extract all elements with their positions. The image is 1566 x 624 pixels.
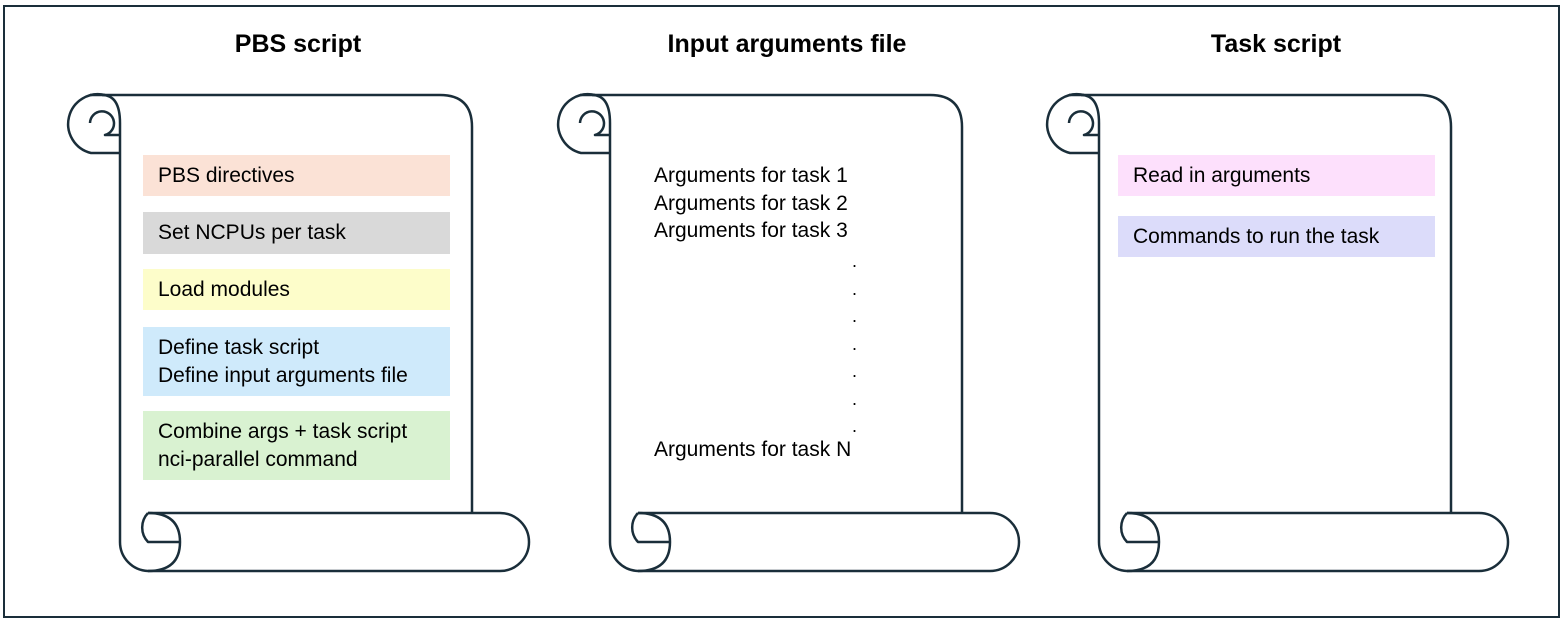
pbs-box: Define task script Define input arguments… bbox=[143, 327, 450, 396]
scroll-outline-path bbox=[591, 93, 612, 124]
argument-line: Arguments for task 1 bbox=[654, 164, 848, 187]
pbs-scroll-icon bbox=[66, 92, 531, 573]
pbs-box-line: Set NCPUs per task bbox=[158, 221, 346, 244]
ellipsis-dot: . bbox=[852, 416, 858, 436]
scroll-outline-path bbox=[141, 512, 180, 544]
ellipsis-dot: . bbox=[852, 388, 858, 409]
pbs-script-title: PBS script bbox=[234, 30, 362, 58]
task-box-line: Read in arguments bbox=[1133, 163, 1311, 187]
task-scroll-icon bbox=[1045, 92, 1510, 573]
pbs-box-line: Load modules bbox=[158, 277, 290, 301]
argument-line: Arguments for task 2 bbox=[654, 192, 848, 215]
input-arguments-title: Input arguments file bbox=[667, 30, 907, 58]
scroll-outline-path bbox=[118, 511, 531, 573]
scroll-outline-path bbox=[608, 511, 1021, 573]
input-scroll-icon bbox=[556, 92, 1021, 573]
pbs-box-line: Define input arguments file bbox=[158, 363, 408, 387]
scroll-outline-path bbox=[1069, 93, 1453, 513]
task-box: Read in arguments bbox=[1118, 155, 1435, 196]
argument-line: Arguments for task 3 bbox=[654, 219, 848, 242]
scroll-outline-path bbox=[578, 110, 610, 137]
pbs-box: PBS directives bbox=[143, 155, 450, 196]
pbs-box-line: PBS directives bbox=[158, 163, 295, 187]
scroll-outline-path bbox=[637, 511, 672, 573]
scroll-outline-path bbox=[66, 92, 120, 155]
task-box: Commands to run the task bbox=[1118, 216, 1435, 257]
task-script-panel: Task script Read in arguments Commands to… bbox=[1039, 0, 1519, 624]
scroll-outline-path bbox=[1067, 110, 1099, 137]
scroll-outline-path bbox=[1126, 511, 1161, 573]
scroll-outline-path bbox=[1120, 512, 1159, 544]
pbs-box-line: Combine args + task script bbox=[158, 419, 408, 443]
ellipsis-dot: . bbox=[852, 333, 858, 354]
scroll-outline-path bbox=[1097, 511, 1510, 573]
scroll-outline-path bbox=[631, 512, 670, 544]
scroll-outline-path bbox=[147, 511, 182, 573]
pbs-box-line: nci-parallel command bbox=[158, 447, 358, 471]
argument-line-last: Arguments for task N bbox=[654, 438, 852, 461]
pbs-box: Set NCPUs per task bbox=[143, 212, 450, 254]
pbs-box-line: Define task script bbox=[158, 335, 320, 359]
ellipsis-dot: . bbox=[852, 306, 858, 326]
pbs-box: Combine args + task script nci-parallel c… bbox=[143, 411, 450, 480]
pbs-box: Load modules bbox=[143, 269, 450, 310]
scroll-outline-path bbox=[90, 93, 474, 513]
scroll-outline-path bbox=[88, 110, 120, 137]
scroll-outline-path bbox=[1080, 93, 1101, 124]
input-arguments-panel: Input arguments file Arguments for task … bbox=[550, 0, 1030, 624]
scroll-outline-path bbox=[556, 92, 610, 155]
ellipsis-dot: . bbox=[852, 278, 858, 299]
diagram-frame bbox=[3, 5, 1560, 618]
ellipsis-dot: . bbox=[852, 361, 858, 381]
scroll-outline-path bbox=[101, 93, 122, 124]
scroll-outline-path bbox=[580, 93, 964, 513]
task-script-title: Task script bbox=[1210, 30, 1342, 58]
scroll-outline-path bbox=[1045, 92, 1099, 155]
pbs-script-panel: PBS script PBS directives Set NCPUs per t… bbox=[60, 0, 540, 624]
ellipsis-dot: . bbox=[852, 251, 858, 271]
task-box-line: Commands to run the task bbox=[1133, 224, 1380, 248]
